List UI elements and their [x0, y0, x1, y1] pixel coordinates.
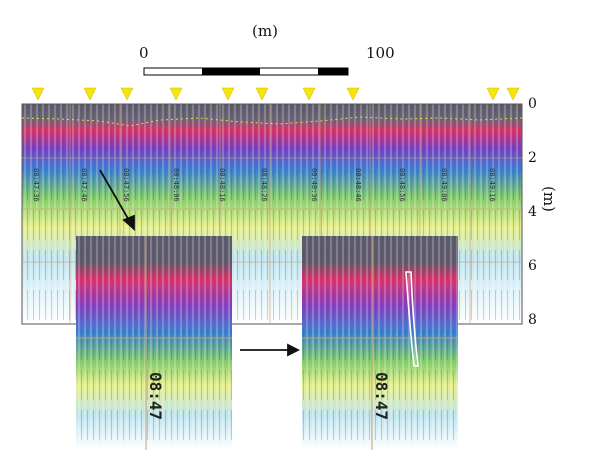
marker-triangle [255, 87, 269, 101]
scale-bar [143, 67, 349, 76]
plant-outline [405, 271, 419, 367]
time-label: 08:48:56 [398, 168, 406, 202]
time-label: 08:49:16 [488, 168, 496, 202]
time-label: 08:48:46 [354, 168, 362, 202]
time-label: 08:47:36 [32, 168, 40, 202]
depth-tick-8: 8 [528, 312, 537, 328]
scale-start-label: 0 [139, 44, 149, 62]
marker-triangle [83, 87, 97, 101]
time-label: 08:47:46 [80, 168, 88, 202]
time-label: 08:48:06 [172, 168, 180, 202]
marker-triangle [506, 87, 520, 101]
zoom-inset-left: 08:47 [76, 236, 232, 450]
zoom-arrow [99, 169, 135, 232]
zoom-inset-right: 08:47 [302, 236, 458, 450]
depth-tick-6: 6 [528, 258, 537, 274]
inset-time-label-left: 08:47 [146, 372, 165, 420]
marker-triangle [31, 87, 45, 101]
marker-triangle [120, 87, 134, 101]
marker-triangle [302, 87, 316, 101]
time-label: 08:48:36 [310, 168, 318, 202]
time-label: 08:48:26 [260, 168, 268, 202]
inset-time-label-right: 08:47 [372, 372, 391, 420]
time-labels: 08:47:36 08:47:46 08:47:56 08:48:06 08:4… [32, 168, 496, 202]
time-label: 08:49:06 [440, 168, 448, 202]
scale-unit-label: (m) [252, 22, 278, 40]
position-markers [31, 87, 520, 101]
time-label: 08:48:16 [218, 168, 226, 202]
depth-tick-2: 2 [528, 150, 537, 166]
comparison-arrow [240, 343, 301, 357]
marker-triangle [169, 87, 183, 101]
marker-triangle [486, 87, 500, 101]
scale-end-label: 100 [366, 44, 395, 62]
depth-tick-4: 4 [528, 204, 537, 220]
depth-tick-0: 0 [528, 96, 537, 112]
marker-triangle [346, 87, 360, 101]
marker-triangle [221, 87, 235, 101]
time-label: 08:47:56 [122, 168, 130, 202]
